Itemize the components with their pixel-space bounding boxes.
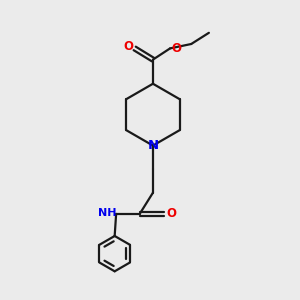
Text: NH: NH [98, 208, 117, 218]
Text: O: O [172, 42, 182, 55]
Text: N: N [147, 139, 158, 152]
Text: O: O [167, 207, 177, 220]
Text: O: O [123, 40, 133, 52]
